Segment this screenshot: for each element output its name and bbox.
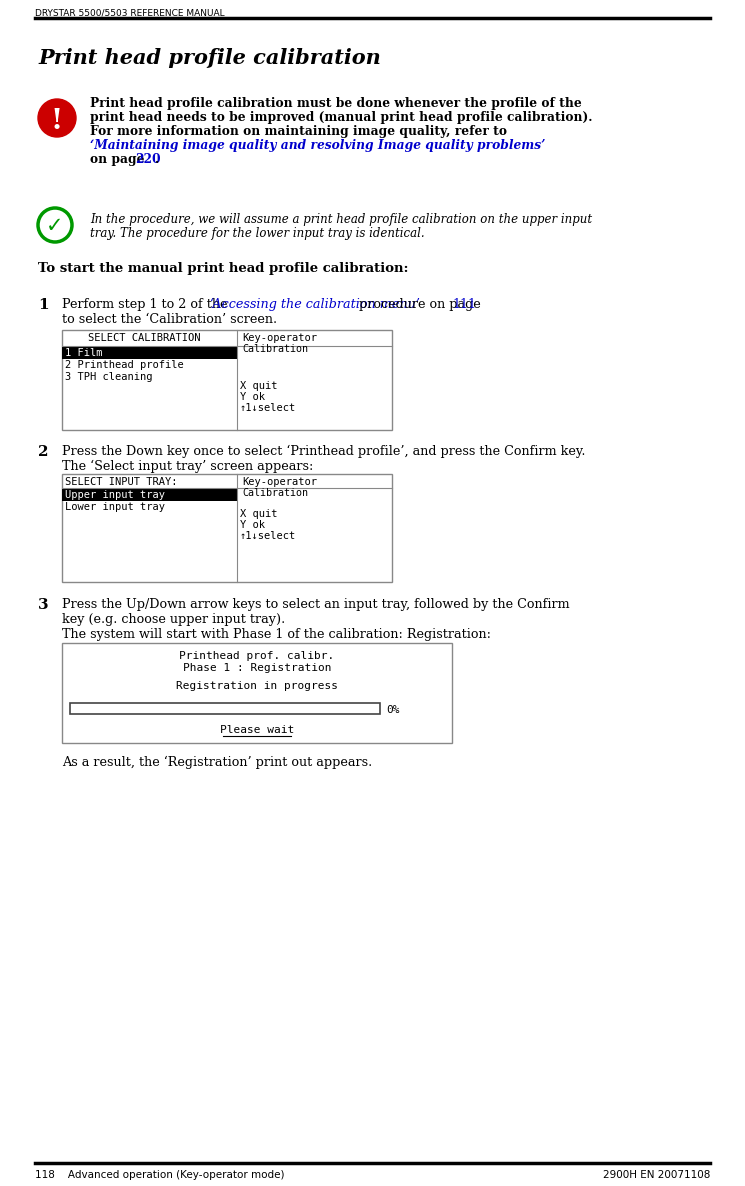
Text: Lower input tray: Lower input tray [65,502,165,512]
Text: The system will start with Phase 1 of the calibration: Registration:: The system will start with Phase 1 of th… [62,629,491,640]
Text: SELECT CALIBRATION: SELECT CALIBRATION [88,333,200,343]
Text: ↑1↓select: ↑1↓select [240,403,297,413]
Text: Registration in progress: Registration in progress [176,681,338,691]
Text: ✓: ✓ [46,216,64,236]
Text: Printhead prof. calibr.: Printhead prof. calibr. [180,651,335,661]
Circle shape [38,98,76,138]
FancyBboxPatch shape [70,703,380,714]
FancyBboxPatch shape [62,330,392,431]
Text: For more information on maintaining image quality, refer to: For more information on maintaining imag… [90,125,507,138]
Text: 111: 111 [452,298,476,311]
Text: 2 Printhead profile: 2 Printhead profile [65,361,184,370]
Text: ↑1↓select: ↑1↓select [240,531,297,541]
Text: ‘Accessing the calibration menu’: ‘Accessing the calibration menu’ [210,298,420,311]
FancyBboxPatch shape [62,474,392,582]
Text: 3 TPH cleaning: 3 TPH cleaning [65,372,153,382]
Text: To start the manual print head profile calibration:: To start the manual print head profile c… [38,262,408,275]
Text: procedure on page: procedure on page [355,298,485,311]
Text: print head needs to be improved (manual print head profile calibration).: print head needs to be improved (manual … [90,111,592,125]
FancyBboxPatch shape [62,643,452,742]
Text: 1: 1 [38,298,48,312]
Text: Please wait: Please wait [220,725,294,735]
FancyBboxPatch shape [62,347,237,359]
Text: Key-operator: Key-operator [242,477,317,487]
Text: to select the ‘Calibration’ screen.: to select the ‘Calibration’ screen. [62,313,277,326]
Text: on page: on page [90,153,149,166]
Text: 2900H EN 20071108: 2900H EN 20071108 [603,1171,710,1180]
Text: 220: 220 [135,153,161,166]
Text: Press the Up/Down arrow keys to select an input tray, followed by the Confirm: Press the Up/Down arrow keys to select a… [62,598,570,611]
Text: Phase 1 : Registration: Phase 1 : Registration [183,663,332,672]
Text: Upper input tray: Upper input tray [65,490,165,500]
Text: X quit: X quit [240,509,277,519]
Text: Perform step 1 to 2 of the: Perform step 1 to 2 of the [62,298,232,311]
Text: 3: 3 [38,598,48,612]
Text: 1 Film: 1 Film [65,347,103,358]
Text: Print head profile calibration: Print head profile calibration [38,47,381,68]
Text: As a result, the ‘Registration’ print out appears.: As a result, the ‘Registration’ print ou… [62,755,372,770]
Text: The ‘Select input tray’ screen appears:: The ‘Select input tray’ screen appears: [62,460,314,473]
FancyBboxPatch shape [62,489,237,500]
Text: 118    Advanced operation (Key-operator mode): 118 Advanced operation (Key-operator mod… [35,1171,285,1180]
Text: 0%: 0% [386,704,399,715]
Text: X quit: X quit [240,381,277,391]
Text: key (e.g. choose upper input tray).: key (e.g. choose upper input tray). [62,613,285,626]
Text: Print head profile calibration must be done whenever the profile of the: Print head profile calibration must be d… [90,97,582,110]
Text: Key-operator: Key-operator [242,333,317,343]
Text: SELECT INPUT TRAY:: SELECT INPUT TRAY: [65,477,177,487]
Text: In the procedure, we will assume a print head profile calibration on the upper i: In the procedure, we will assume a print… [90,213,592,227]
Text: Press the Down key once to select ‘Printhead profile’, and press the Confirm key: Press the Down key once to select ‘Print… [62,445,586,458]
Text: Y ok: Y ok [240,393,265,402]
Text: !: ! [51,108,63,135]
Text: Calibration: Calibration [242,487,308,498]
Text: ‘Maintaining image quality and resolving Image quality problems’: ‘Maintaining image quality and resolving… [90,139,545,152]
Text: 2: 2 [38,445,48,459]
Text: DRYSTAR 5500/5503 REFERENCE MANUAL: DRYSTAR 5500/5503 REFERENCE MANUAL [35,8,225,17]
Text: tray. The procedure for the lower input tray is identical.: tray. The procedure for the lower input … [90,227,425,240]
Text: .: . [155,153,159,166]
Text: Calibration: Calibration [242,344,308,353]
Text: Y ok: Y ok [240,519,265,530]
